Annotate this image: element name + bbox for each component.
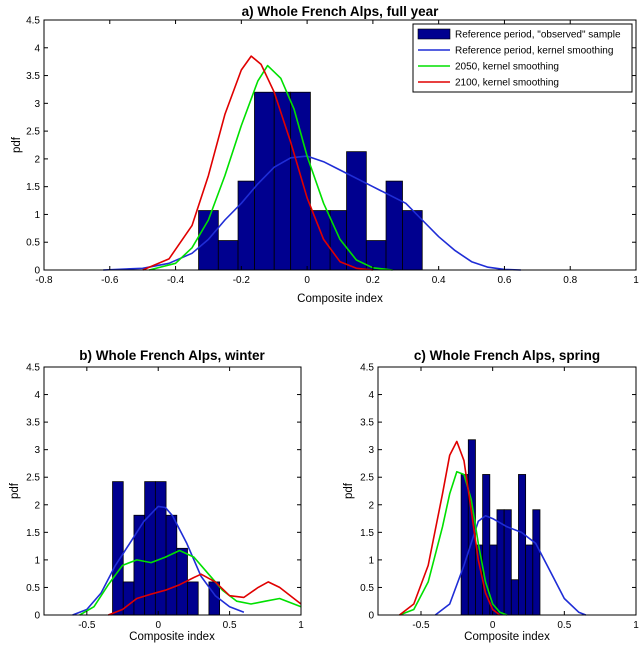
y-tick-label: 3.5 <box>360 418 374 429</box>
histogram-bar <box>112 481 124 616</box>
x-axis-label: Composite index <box>297 293 383 305</box>
histogram-bar <box>154 481 167 616</box>
histogram-bar <box>122 581 135 616</box>
legend-entry: 2100, kernel smoothing <box>455 78 559 89</box>
x-tick-label: 0 <box>490 620 496 631</box>
histogram-bar <box>460 474 469 616</box>
series-line-kernel-2050 <box>399 470 508 616</box>
x-tick-label: 0 <box>304 275 310 286</box>
series-line-kernel-2050 <box>79 549 302 616</box>
x-tick-label: 1 <box>633 620 639 631</box>
x-tick-label: 0.2 <box>366 275 380 286</box>
histogram-bar <box>290 91 311 271</box>
legend-swatch <box>417 28 451 40</box>
x-axis-label: Composite index <box>464 631 550 643</box>
y-tick-label: 1 <box>34 210 40 221</box>
legend: Reference period, "observed" sample Refer… <box>412 23 633 93</box>
chart-title: a) Whole French Alps, full year <box>242 4 440 19</box>
x-axis-label: Composite index <box>129 631 215 643</box>
y-tick-label: 1.5 <box>26 182 40 193</box>
x-tick-label: 0.8 <box>563 275 577 286</box>
y-tick-label: 3 <box>368 445 374 456</box>
panel-c: 0 0.5 1 1.5 2 2.5 3 3.5 4 4.5 -0.5 0 0.5 1 c) Whole Fr… <box>343 348 639 643</box>
y-tick-label: 0.5 <box>360 583 374 594</box>
panel-b: 0 0.5 1 1.5 2 2.5 3 3.5 4 4.5 -0.5 0 0.5 1 b) Whole Fr… <box>9 348 304 643</box>
y-tick-label: 0 <box>34 611 40 622</box>
x-tick-label: 1 <box>298 620 304 631</box>
y-tick-label: 1 <box>34 555 40 566</box>
histogram-bar <box>237 180 255 271</box>
x-tick-label: -0.5 <box>78 620 96 631</box>
y-tick-label: 3 <box>34 445 40 456</box>
x-tick-label: -0.8 <box>35 275 53 286</box>
chart-title: c) Whole French Alps, spring <box>414 348 600 363</box>
y-tick-label: 2.5 <box>26 127 40 138</box>
axes-frame <box>43 19 637 271</box>
histogram-bar <box>254 91 275 271</box>
series-line-reference-kernel <box>434 514 587 616</box>
histogram-bar <box>329 210 347 271</box>
axes-frame <box>43 366 302 616</box>
chart-title: b) Whole French Alps, winter <box>79 348 265 363</box>
x-tick-label: 0 <box>155 620 161 631</box>
y-tick-label: 4 <box>34 43 40 54</box>
y-tick-label: 2.5 <box>360 473 374 484</box>
histogram-bar <box>165 514 178 616</box>
histogram-bar <box>309 210 331 271</box>
y-tick-label: 2.5 <box>26 473 40 484</box>
x-tick-label: -0.5 <box>412 620 430 631</box>
histogram-bar <box>217 240 239 271</box>
y-tick-label: 0.5 <box>26 238 40 249</box>
histogram-bar <box>402 210 423 271</box>
x-tick-label: -0.4 <box>167 275 185 286</box>
y-tick-label: 4.5 <box>26 16 40 27</box>
series-line-reference-kernel <box>72 505 245 616</box>
y-tick-label: 4 <box>368 390 374 401</box>
y-tick-label: 4.5 <box>360 363 374 374</box>
y-tick-label: 3.5 <box>26 71 40 82</box>
histogram-bar <box>525 544 534 616</box>
legend-entry: Reference period, "observed" sample <box>455 30 621 41</box>
histogram-bar <box>532 509 541 616</box>
y-tick-label: 1 <box>368 555 374 566</box>
x-tick-label: 1 <box>633 275 639 286</box>
legend-entry: Reference period, kernel smoothing <box>455 46 613 57</box>
histogram-bar <box>510 579 519 616</box>
y-tick-label: 0 <box>368 611 374 622</box>
series-line-kernel-2100 <box>142 55 373 271</box>
y-axis-label: pdf <box>9 482 21 499</box>
histogram-bar <box>187 581 199 616</box>
x-tick-label: 0.5 <box>223 620 237 631</box>
y-tick-label: 0.5 <box>26 583 40 594</box>
y-tick-label: 0 <box>34 266 40 277</box>
y-tick-label: 2 <box>368 500 374 511</box>
y-tick-label: 4.5 <box>26 363 40 374</box>
x-tick-label: -0.2 <box>233 275 251 286</box>
legend-entry: 2050, kernel smoothing <box>455 62 559 73</box>
axes-frame <box>377 366 637 616</box>
y-axis-label: pdf <box>343 482 355 499</box>
histogram-bar <box>496 509 505 616</box>
series-line-reference-kernel <box>103 155 521 271</box>
x-tick-label: 0.6 <box>497 275 511 286</box>
series-line-kernel-2100 <box>108 573 302 616</box>
series-line-kernel-2050 <box>149 64 393 271</box>
histogram-bar <box>475 544 484 616</box>
y-axis-label: pdf <box>11 136 23 153</box>
x-tick-label: -0.6 <box>101 275 119 286</box>
series-line-kernel-2100 <box>399 440 501 616</box>
y-tick-label: 4 <box>34 390 40 401</box>
y-tick-label: 1.5 <box>360 528 374 539</box>
y-tick-label: 1.5 <box>26 528 40 539</box>
histogram-bar <box>518 474 527 616</box>
y-tick-label: 2 <box>34 500 40 511</box>
x-tick-label: 0.4 <box>432 275 446 286</box>
y-tick-label: 2 <box>34 154 40 165</box>
y-tick-label: 3.5 <box>26 418 40 429</box>
y-tick-label: 3 <box>34 99 40 110</box>
x-tick-label: 0.5 <box>557 620 571 631</box>
